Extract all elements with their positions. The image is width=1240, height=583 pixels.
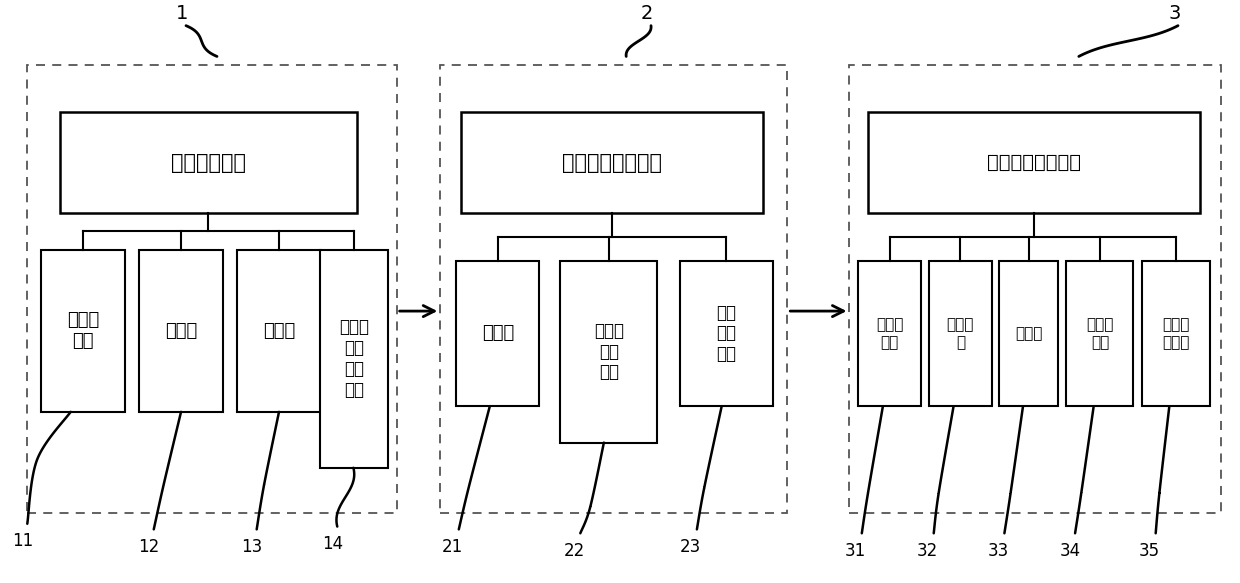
- Text: 32: 32: [916, 542, 939, 560]
- Bar: [999, 261, 1058, 406]
- Text: 聚焦透
镜: 聚焦透 镜: [946, 317, 975, 350]
- Bar: [1142, 261, 1210, 406]
- Bar: [560, 261, 657, 442]
- Text: 31: 31: [844, 542, 867, 560]
- Text: 照明灯: 照明灯: [165, 322, 197, 340]
- Bar: [929, 261, 992, 406]
- Text: 3: 3: [1168, 4, 1180, 23]
- Text: 35: 35: [1138, 542, 1161, 560]
- Text: 21: 21: [441, 538, 464, 556]
- Text: 14: 14: [321, 535, 343, 553]
- Bar: [1066, 261, 1133, 406]
- Bar: [456, 261, 539, 406]
- Bar: [858, 261, 921, 406]
- Text: 信号检测分析模块: 信号检测分析模块: [987, 153, 1081, 172]
- Bar: [440, 65, 787, 512]
- Text: 激光聚焦投射模块: 激光聚焦投射模块: [562, 153, 662, 173]
- Bar: [41, 250, 125, 412]
- Bar: [139, 250, 223, 412]
- Text: 33: 33: [987, 542, 1009, 560]
- Text: 2: 2: [641, 4, 653, 23]
- Text: 滤光片: 滤光片: [1014, 326, 1043, 341]
- Bar: [60, 113, 357, 213]
- Text: 激光器: 激光器: [481, 325, 515, 342]
- Bar: [680, 261, 773, 406]
- Bar: [237, 250, 321, 412]
- Text: 拉曼光
谱仪: 拉曼光 谱仪: [1086, 317, 1114, 350]
- Text: 两个
扫描
振镜: 两个 扫描 振镜: [715, 304, 737, 363]
- Bar: [868, 113, 1200, 213]
- Bar: [320, 250, 388, 468]
- Text: 摄像头: 摄像头: [263, 322, 295, 340]
- Text: 分析显
示模块: 分析显 示模块: [1162, 317, 1190, 350]
- Text: 23: 23: [680, 538, 702, 556]
- Text: 扫描振
镜驱
动器: 扫描振 镜驱 动器: [594, 322, 624, 381]
- Text: 血管识
别与
定位
模块: 血管识 别与 定位 模块: [339, 318, 370, 399]
- Bar: [27, 65, 397, 512]
- Text: 反射聶
焦镜: 反射聶 焦镜: [875, 317, 904, 350]
- Text: 22: 22: [563, 542, 585, 560]
- Text: 12: 12: [138, 538, 160, 556]
- Text: 血管寻的模块: 血管寻的模块: [171, 153, 246, 173]
- Text: 眼珠导
引灯: 眼珠导 引灯: [67, 311, 99, 350]
- Bar: [849, 65, 1221, 512]
- Bar: [461, 113, 763, 213]
- Text: 11: 11: [11, 532, 33, 550]
- Text: 1: 1: [176, 4, 188, 23]
- Text: 13: 13: [241, 538, 263, 556]
- Text: 34: 34: [1059, 542, 1081, 560]
